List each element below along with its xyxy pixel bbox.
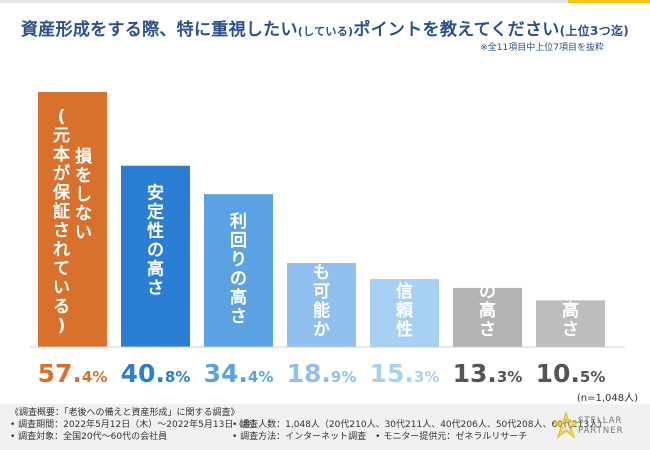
title-suffix: (上位3つ迄) — [559, 24, 629, 38]
survey-count: • 調査人数：1,048人（20代210人、30代211人、40代206人、50… — [232, 420, 608, 430]
value-label-3: 34.4% — [204, 359, 274, 388]
title-paren: (している) — [297, 25, 354, 38]
sample-size-label: (n=1,048人) — [576, 393, 638, 404]
logo-text: STELLAR PARTNER — [578, 416, 624, 436]
bar-label-4: 少額からでも可能か — [312, 168, 330, 340]
star-logo-icon — [554, 412, 580, 439]
selection-note: ※全11項目中上位7項目を抜粋 — [480, 43, 604, 53]
value-label-7: 10.5% — [536, 359, 606, 388]
logo-line-1: STELLAR — [578, 416, 623, 426]
bar-2 — [121, 165, 190, 347]
value-label-2: 40.8% — [121, 359, 191, 388]
bar-6 — [453, 287, 522, 347]
bar-label-7: リスクの高さ — [562, 225, 579, 340]
bar-1 — [38, 92, 107, 347]
stellar-partner-logo: STELLAR PARTNER — [554, 410, 636, 444]
survey-footer: 《調査概要：「老後への備えと資産形成」に関する調査》 • 調査期間：2022年5… — [0, 404, 650, 450]
title-rest: ポイントを教えてください — [353, 20, 560, 40]
bar-label-2: 安定性の高さ — [147, 183, 164, 299]
value-label-4: 18.9% — [287, 359, 357, 388]
value-label-1: 57.4% — [38, 359, 108, 388]
survey-info-right: • 調査人数：1,048人（20代210人、30代211人、40代206人、50… — [232, 419, 607, 443]
bar-label-3: 利回りの高さ — [230, 211, 247, 327]
value-label-5: 15.3% — [370, 359, 440, 388]
bar-label-6: 節税効果の高さ — [478, 205, 496, 340]
bar-4 — [287, 263, 356, 347]
title-main: 資産形成をする際、特に重視したい — [20, 20, 298, 40]
bar-5 — [370, 279, 439, 347]
bar-label-1-2: (元本が保証されている) — [52, 107, 71, 336]
bar-label-1-1: 損をしない — [75, 146, 93, 243]
logo-line-2: PARTNER — [578, 426, 624, 436]
survey-period: • 調査期間：2022年5月12日（木）〜2022年5月13日（金） — [10, 420, 261, 430]
bar-7 — [536, 300, 605, 347]
bar-3 — [204, 194, 273, 347]
survey-title: 《調査概要：「老後への備えと資産形成」に関する調査》 — [10, 408, 240, 418]
bar-label-5: 運用元の信頼性 — [396, 206, 414, 340]
survey-target: • 調査対象：全国20代〜60代の会社員 — [10, 432, 168, 442]
bar-chart: 損をしない(元本が保証されている) 57.4% 安定性の高さ 40.8% 利回りの高さ 3… — [30, 92, 625, 388]
survey-method: • 調査方法：インターネット調査 • モニター提供元：ゼネラルリサーチ — [232, 432, 528, 442]
chart-title: 資産形成をする際、特に重視したい(している)ポイントを教えてください(上位3つ迄… — [0, 15, 650, 40]
top-border-accent — [568, 0, 650, 3]
top-border — [0, 0, 650, 3]
value-label-6: 13.3% — [453, 359, 523, 388]
survey-info-left: 《調査概要：「老後への備えと資産形成」に関する調査》 • 調査期間：2022年5… — [10, 407, 260, 443]
